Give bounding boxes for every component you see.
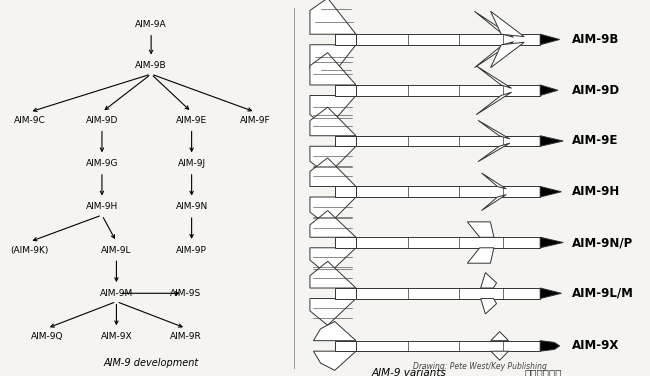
Text: (AIM-9K): (AIM-9K): [10, 246, 49, 255]
Polygon shape: [310, 197, 356, 226]
Text: AIM-9B: AIM-9B: [572, 33, 619, 46]
Polygon shape: [310, 248, 356, 274]
Text: AIM-9R: AIM-9R: [170, 332, 202, 341]
Text: AIM-9P: AIM-9P: [176, 246, 207, 255]
Text: AIM-9H: AIM-9H: [86, 202, 118, 211]
Polygon shape: [476, 66, 512, 88]
Text: 国际装备快讯: 国际装备快讯: [525, 368, 562, 376]
Polygon shape: [540, 186, 562, 197]
Bar: [356, 85, 540, 96]
Polygon shape: [540, 34, 560, 45]
Bar: [356, 136, 540, 146]
Text: AIM-9A: AIM-9A: [135, 20, 167, 29]
Bar: [335, 288, 356, 299]
Bar: [335, 85, 356, 96]
Text: AIM-9S: AIM-9S: [170, 289, 202, 298]
Polygon shape: [310, 299, 356, 325]
Polygon shape: [480, 273, 497, 288]
Text: AIM-9E: AIM-9E: [572, 135, 618, 147]
Polygon shape: [540, 136, 563, 146]
Polygon shape: [467, 222, 494, 237]
Bar: [356, 237, 540, 248]
Polygon shape: [310, 261, 356, 288]
Polygon shape: [540, 341, 560, 351]
Polygon shape: [491, 351, 508, 360]
Polygon shape: [480, 299, 497, 314]
Bar: [356, 341, 540, 351]
Polygon shape: [474, 11, 514, 37]
Text: AIM-9Q: AIM-9Q: [31, 332, 63, 341]
Polygon shape: [476, 92, 512, 115]
Text: AIM-9D: AIM-9D: [86, 116, 118, 125]
Polygon shape: [540, 85, 558, 96]
Polygon shape: [467, 248, 494, 263]
Polygon shape: [310, 211, 356, 237]
Polygon shape: [310, 45, 356, 81]
Polygon shape: [313, 351, 356, 370]
Polygon shape: [310, 0, 356, 34]
Text: AIM-9X: AIM-9X: [101, 332, 132, 341]
Text: AIM-9L/M: AIM-9L/M: [572, 287, 634, 300]
Bar: [335, 341, 356, 351]
Text: AIM-9X: AIM-9X: [572, 340, 619, 352]
Text: AIM-9H: AIM-9H: [572, 185, 620, 198]
Polygon shape: [478, 143, 510, 162]
Polygon shape: [310, 158, 356, 186]
Text: AIM-9N/P: AIM-9N/P: [572, 236, 633, 249]
Polygon shape: [313, 321, 356, 341]
Text: AIM-9F: AIM-9F: [240, 116, 270, 125]
Text: AIM-9 development: AIM-9 development: [103, 358, 199, 368]
Text: AIM-9N: AIM-9N: [176, 202, 208, 211]
Bar: [356, 288, 540, 299]
Bar: [356, 186, 540, 197]
Polygon shape: [482, 195, 506, 211]
Text: AIM-9D: AIM-9D: [572, 84, 620, 97]
Text: AIM-9L: AIM-9L: [101, 246, 132, 255]
Polygon shape: [310, 107, 356, 136]
Bar: [335, 34, 356, 45]
Text: AIM-9E: AIM-9E: [176, 116, 207, 125]
Polygon shape: [540, 288, 562, 299]
Text: Drawing: Pete West/Key Publishing: Drawing: Pete West/Key Publishing: [413, 362, 547, 371]
Polygon shape: [491, 42, 525, 68]
Polygon shape: [540, 237, 563, 248]
Text: AIM-9C: AIM-9C: [14, 116, 46, 125]
Polygon shape: [310, 96, 356, 128]
Bar: [356, 34, 540, 45]
Bar: [335, 186, 356, 197]
Polygon shape: [474, 42, 514, 68]
Polygon shape: [310, 53, 356, 85]
Polygon shape: [478, 120, 510, 139]
Polygon shape: [482, 173, 506, 189]
Text: AIM-9B: AIM-9B: [135, 61, 167, 70]
Text: AIM-9M: AIM-9M: [100, 289, 133, 298]
Bar: [335, 136, 356, 146]
Text: AIM-9J: AIM-9J: [177, 159, 205, 168]
Text: AIM-9G: AIM-9G: [86, 159, 118, 168]
Text: AIM-9 variants: AIM-9 variants: [372, 368, 447, 376]
Polygon shape: [491, 332, 508, 341]
Polygon shape: [310, 146, 356, 175]
Bar: [335, 237, 356, 248]
Polygon shape: [491, 11, 525, 37]
